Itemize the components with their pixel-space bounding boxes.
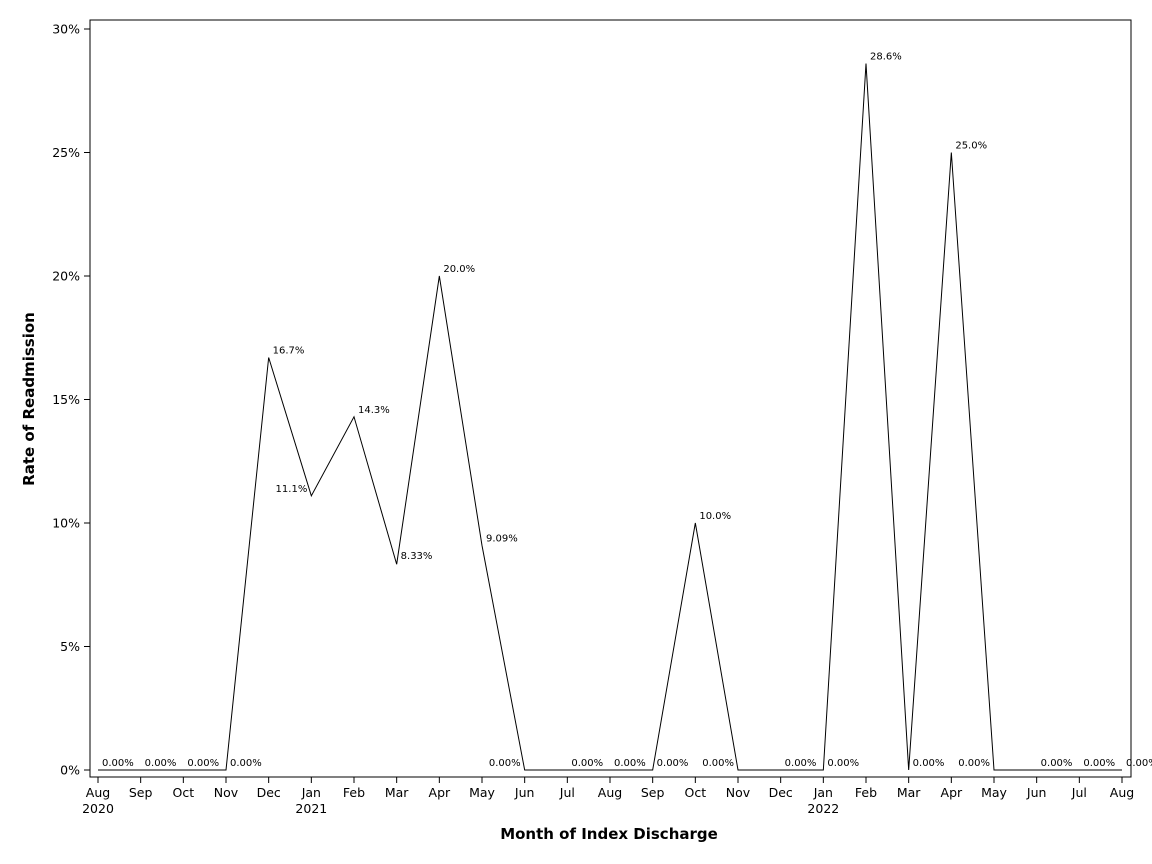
y-axis: 0% 5% 10% 15% 20% 25% 30% <box>52 22 90 778</box>
x-tick-label: Jul <box>559 785 575 800</box>
data-label: 14.3% <box>358 405 390 416</box>
series-layer <box>98 63 1122 771</box>
x-tick-label: Jul <box>1071 785 1087 800</box>
x-tick-label: Nov <box>726 785 751 800</box>
data-label: 0.00% <box>913 758 945 769</box>
data-label: 0.00% <box>571 758 603 769</box>
data-label: 25.0% <box>955 141 987 152</box>
x-tick-label: Jun <box>1026 785 1047 800</box>
data-label: 0.00% <box>785 758 817 769</box>
x-tick-label: Sep <box>641 785 665 800</box>
x-tick-label: Oct <box>685 785 707 800</box>
data-label: 9.09% <box>486 533 518 544</box>
data-label: 0.00% <box>1083 758 1115 769</box>
y-tick-label: 15% <box>52 392 80 407</box>
x-tick-label: Mar <box>385 785 409 800</box>
y-tick-label: 25% <box>52 145 80 160</box>
data-label: 0.00% <box>657 758 689 769</box>
data-label: 20.0% <box>443 264 475 275</box>
x-tick-label: Apr <box>941 785 963 800</box>
x-tick-label: Feb <box>855 785 877 800</box>
x-tick-label: Aug <box>86 785 110 800</box>
x-tick-label: Jun <box>514 785 535 800</box>
x-tick-label: Aug <box>598 785 622 800</box>
data-label: 0.00% <box>489 758 521 769</box>
data-label: 28.6% <box>870 52 902 63</box>
data-label: 16.7% <box>273 346 305 357</box>
x-tick-label: May <box>981 785 1007 800</box>
data-label: 0.00% <box>145 758 177 769</box>
x-tick-year-label: 2021 <box>295 801 327 816</box>
y-tick-label: 20% <box>52 269 80 284</box>
x-tick-label: Dec <box>769 785 793 800</box>
x-tick-label: Feb <box>343 785 365 800</box>
x-tick-label: Aug <box>1110 785 1134 800</box>
x-tick-label: Apr <box>429 785 451 800</box>
x-tick-label: Jan <box>301 785 321 800</box>
data-label: 0.00% <box>702 758 734 769</box>
data-label: 0.00% <box>187 758 219 769</box>
x-tick-year-label: 2022 <box>807 801 839 816</box>
data-label: 0.00% <box>1126 758 1152 769</box>
data-label: 0.00% <box>1041 758 1073 769</box>
plot-frame <box>89 19 1132 778</box>
data-label: 0.00% <box>827 758 859 769</box>
y-tick-label: 0% <box>60 763 80 778</box>
data-label: 10.0% <box>699 511 731 522</box>
data-label: 11.1% <box>276 484 308 495</box>
data-label: 0.00% <box>958 758 990 769</box>
x-tick-year-label: 2020 <box>82 801 114 816</box>
data-label: 8.33% <box>401 551 433 562</box>
y-tick-label: 5% <box>60 639 80 654</box>
x-tick-label: Sep <box>129 785 153 800</box>
series-line <box>98 63 1122 771</box>
x-tick-label: Mar <box>897 785 921 800</box>
data-label: 0.00% <box>230 758 262 769</box>
y-tick-label: 30% <box>52 22 80 37</box>
y-tick-label: 10% <box>52 516 80 531</box>
data-label: 0.00% <box>614 758 646 769</box>
x-tick-label: Oct <box>173 785 195 800</box>
x-tick-label: Nov <box>214 785 239 800</box>
x-tick-label: May <box>469 785 495 800</box>
x-tick-label: Jan <box>813 785 833 800</box>
data-labels: 0.00% 0.00% 0.00% 0.00% 16.7% 11.1% 14.3% 8.33%… <box>102 52 1152 769</box>
x-axis-title: Month of Index Discharge <box>500 825 718 843</box>
x-tick-label: Dec <box>257 785 281 800</box>
data-label: 0.00% <box>102 758 134 769</box>
y-axis-title: Rate of Readmission <box>20 312 38 486</box>
